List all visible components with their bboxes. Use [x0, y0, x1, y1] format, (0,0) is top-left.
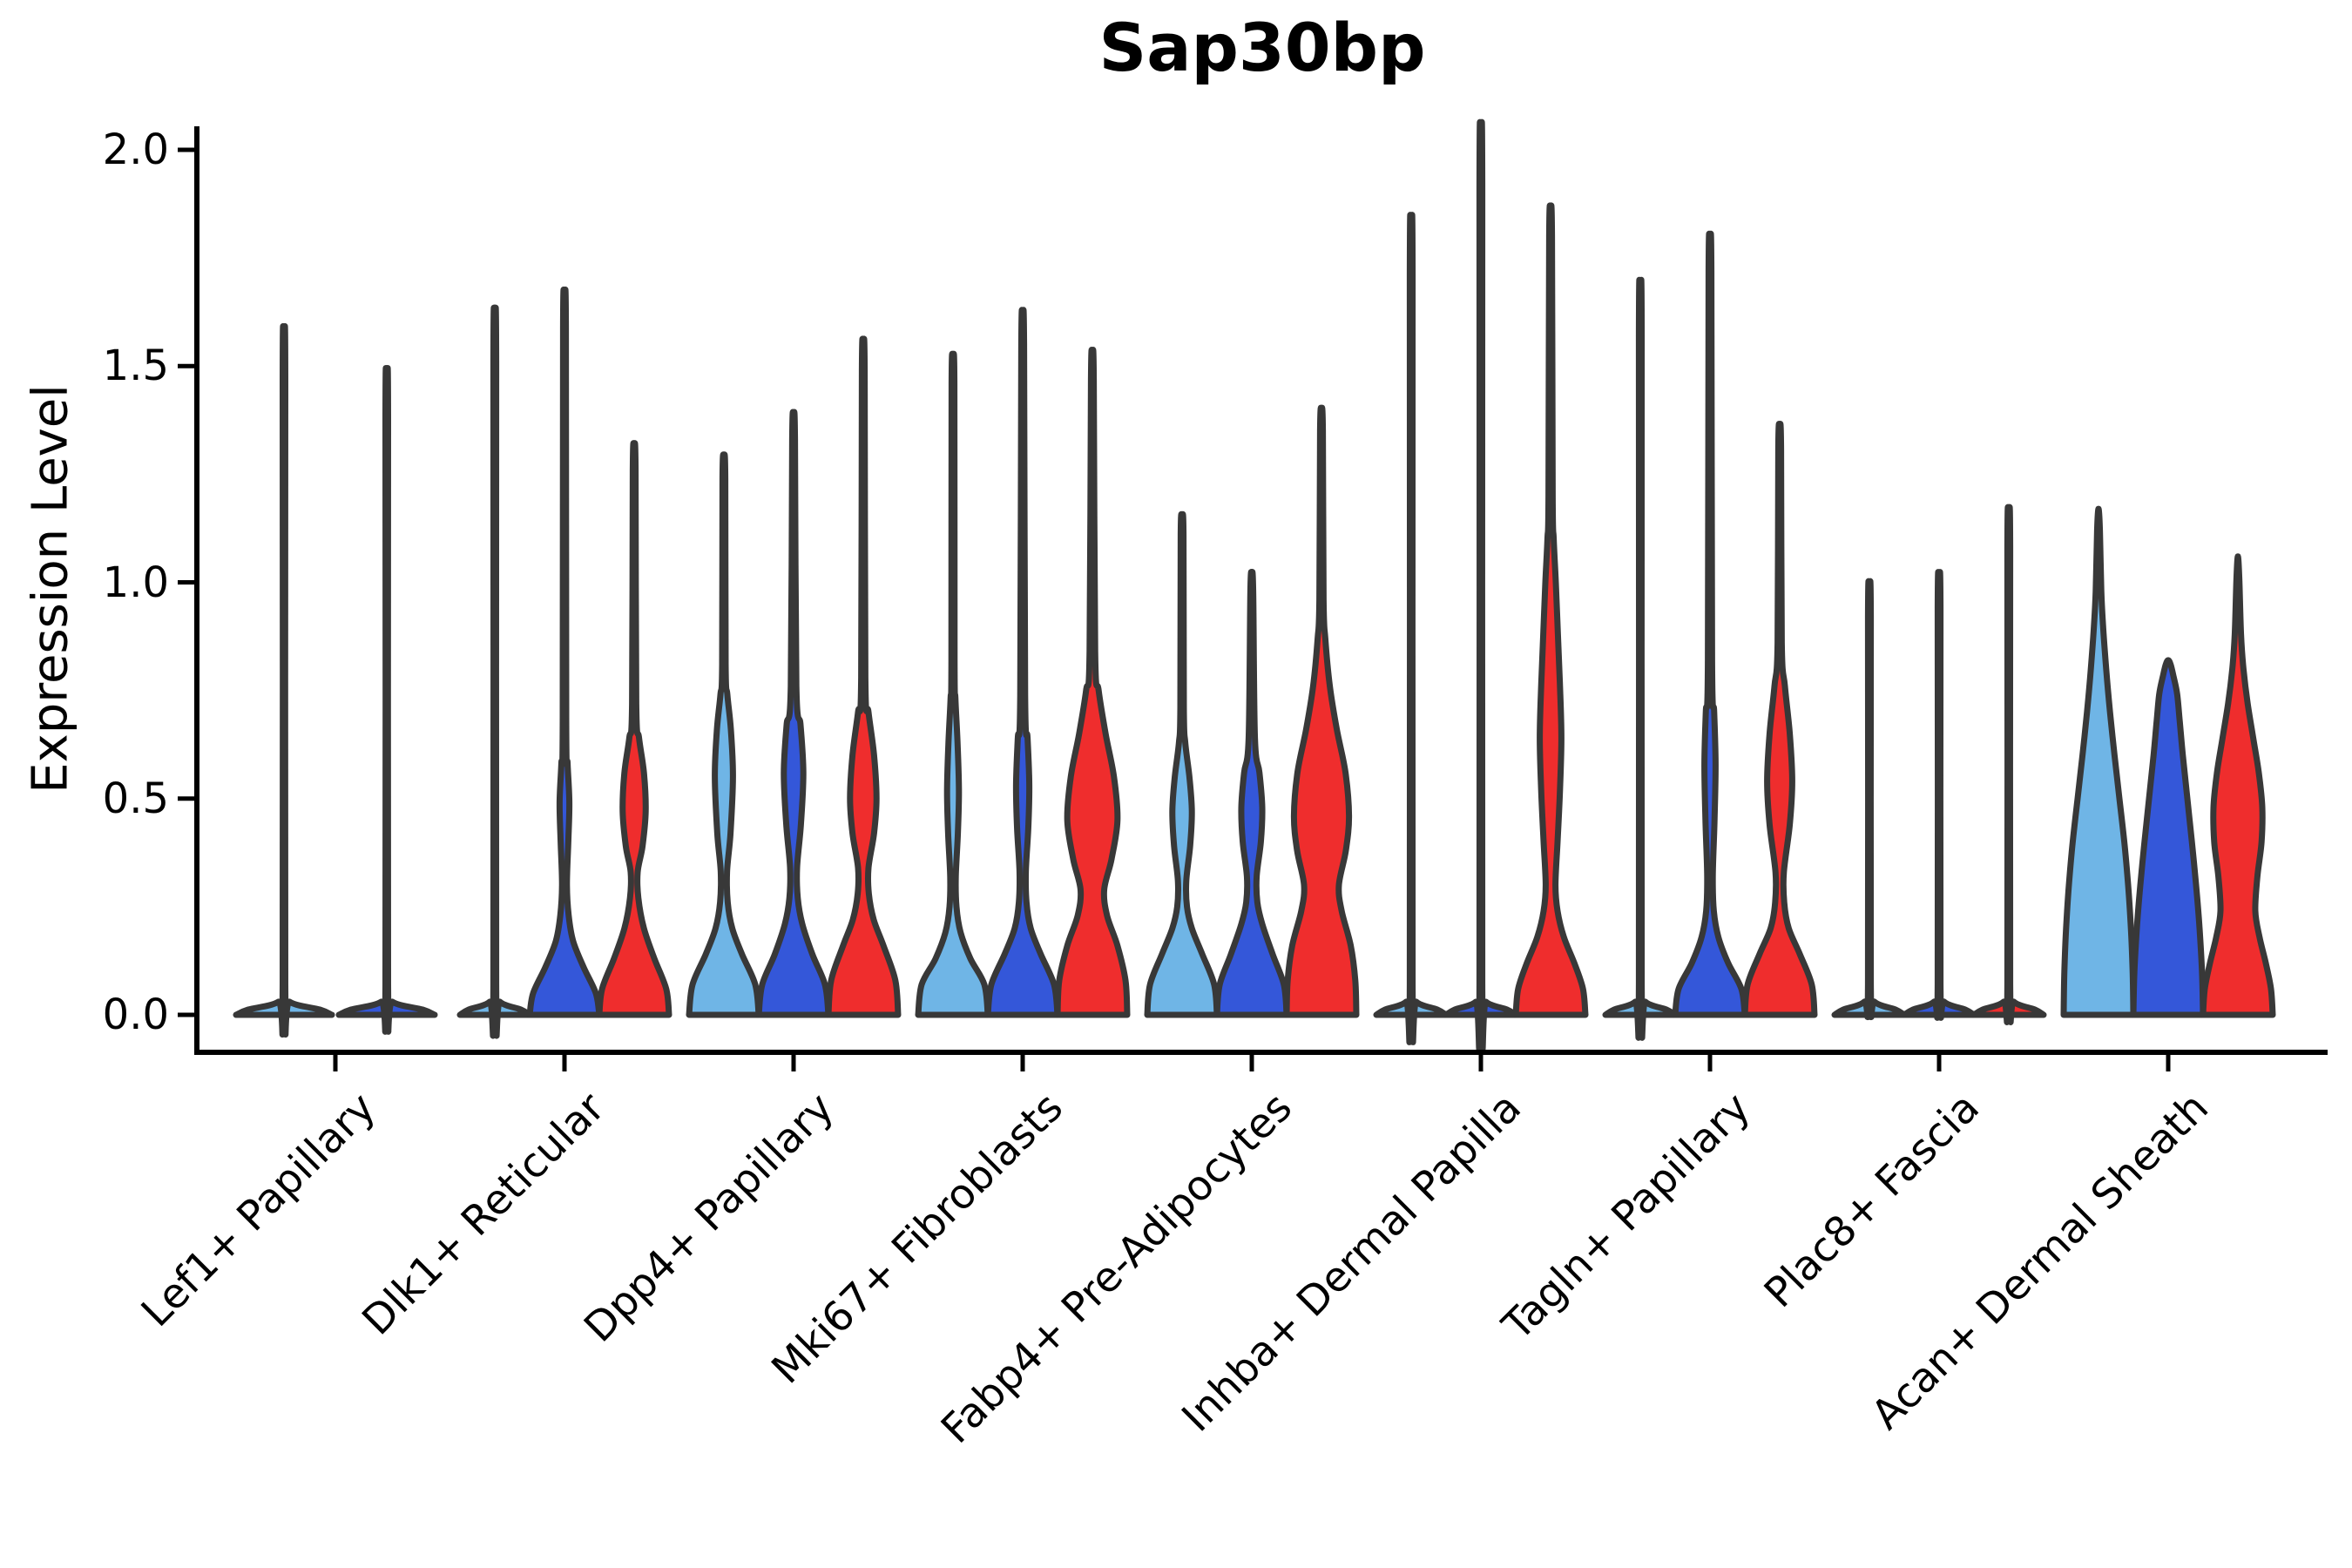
violin-mki67-royalblue [984, 307, 1061, 1018]
y-tick-label: 1.5 [102, 341, 169, 391]
y-tick-label: 0.5 [102, 774, 169, 823]
violin-lef1-royalblue [335, 364, 438, 1035]
violin-acan-red [2200, 553, 2276, 1018]
violin-dpp4-royalblue [755, 409, 832, 1018]
violin-group-5 [1144, 404, 1360, 1018]
violin-group-6 [1373, 118, 1589, 1051]
violin-lef1-skyblue [233, 323, 335, 1038]
violin-dpp4-skyblue [686, 451, 762, 1018]
violin-mki67-skyblue [915, 350, 991, 1018]
violin-fabp4-skyblue [1144, 510, 1220, 1018]
violin-group-4 [915, 307, 1131, 1018]
violin-group-1 [233, 323, 438, 1038]
violin-dpp4-red [825, 335, 902, 1018]
y-tick-label: 2.0 [102, 125, 169, 174]
violin-dlk1-red [596, 440, 672, 1018]
violin-plac8-red [1970, 504, 2047, 1025]
chart-title: Sap30bp [1098, 9, 1426, 86]
axis-spines [194, 126, 2328, 1055]
violin-fabp4-red [1283, 404, 1360, 1018]
violin-inhba-skyblue [1373, 212, 1450, 1045]
violin-group-8 [1831, 504, 2047, 1025]
violin-group-7 [1602, 230, 1818, 1041]
violin-inhba-red [1512, 202, 1589, 1018]
y-tick-label: 1.0 [102, 558, 169, 607]
violin-dlk1-skyblue [456, 304, 533, 1039]
violin-acan-skyblue [2060, 505, 2137, 1018]
violin-tagln-royalblue [1672, 230, 1748, 1018]
violin-mki67-red [1054, 347, 1131, 1018]
violin-group-3 [686, 335, 902, 1018]
violin-inhba-royalblue [1443, 118, 1519, 1051]
violin-fabp4-royalblue [1213, 569, 1290, 1018]
violin-acan-royalblue [2130, 657, 2207, 1018]
violin-plac8-skyblue [1831, 578, 1908, 1021]
y-tick-label: 0.0 [102, 990, 169, 1039]
violin-group-9 [2060, 505, 2276, 1018]
violin-dlk1-royalblue [526, 286, 603, 1018]
violin-group-2 [456, 286, 672, 1039]
violin-tagln-red [1741, 421, 1818, 1018]
violin-tagln-skyblue [1602, 276, 1679, 1041]
violin-plac8-royalblue [1901, 569, 1977, 1021]
